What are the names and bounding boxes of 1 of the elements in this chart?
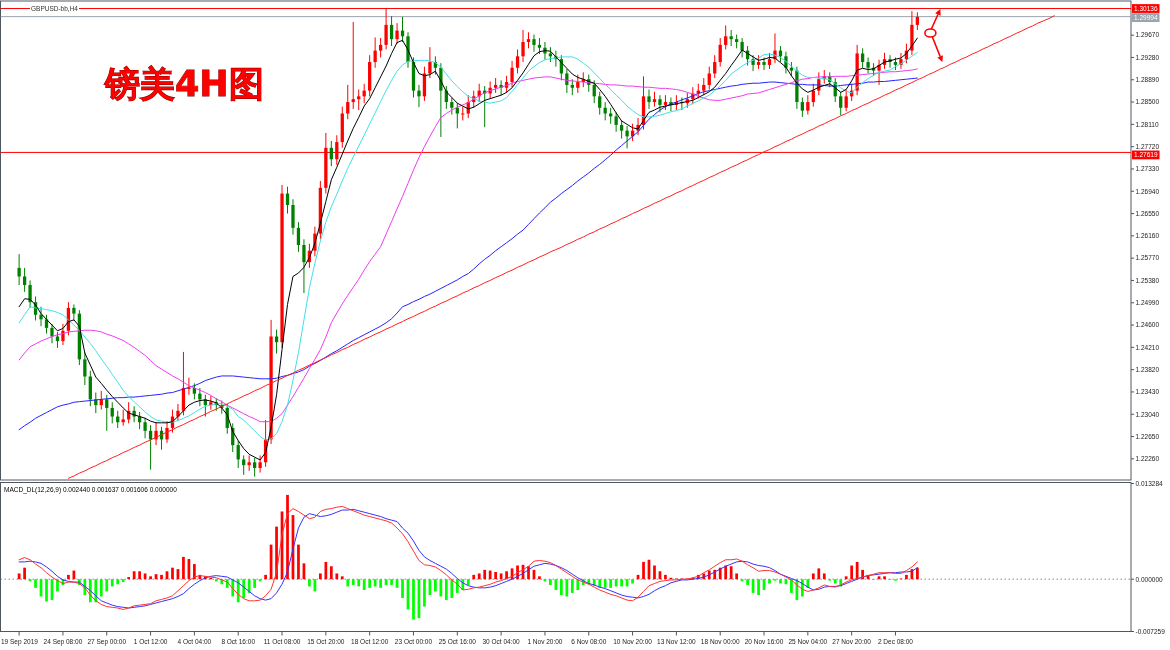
text: 镑美4H图 [103,64,264,104]
